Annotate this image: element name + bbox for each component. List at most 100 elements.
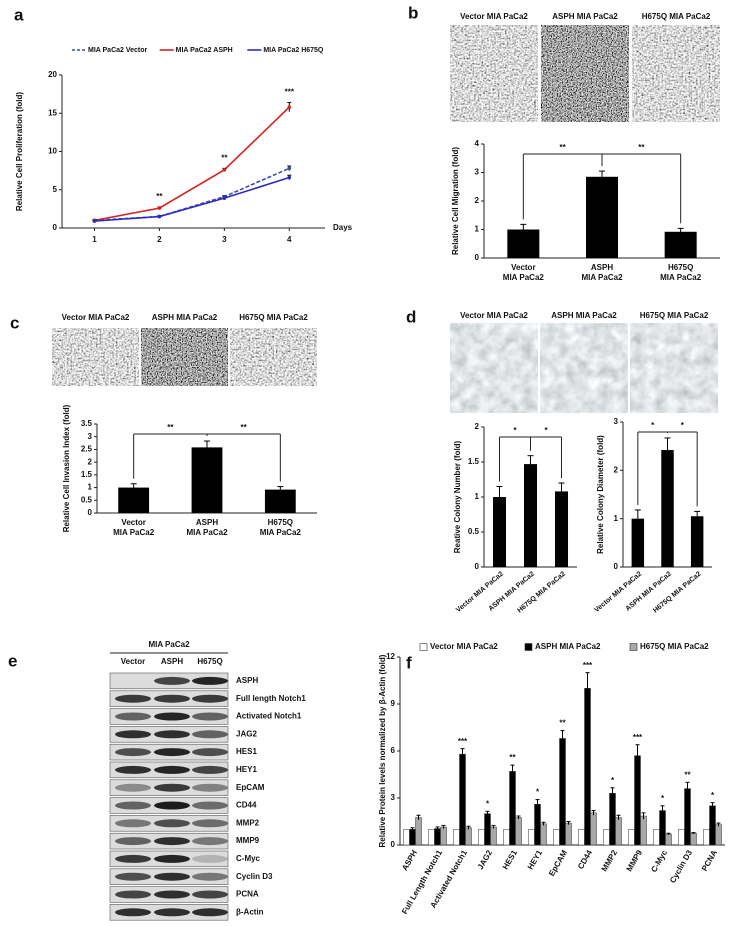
y-tick-label: 1: [475, 225, 480, 234]
bar: [584, 688, 591, 846]
micrograph-label: ASPH MIA PaCa2: [152, 313, 218, 322]
legend-label: H675Q MIA PaCa2: [640, 642, 709, 651]
x-tick-label: ASPH: [591, 263, 613, 272]
blot-row-label: PCNA: [236, 890, 259, 899]
blot-band: [115, 854, 151, 863]
panel-label: b: [408, 3, 418, 22]
y-tick-label: 2: [475, 196, 480, 205]
blot-row-label: β-Actin: [236, 907, 264, 916]
blot-band: [192, 748, 228, 757]
micrograph: [632, 25, 720, 122]
y-tick-label: 4: [475, 139, 480, 148]
x-axis-label: Days: [333, 223, 353, 232]
panel-label: d: [406, 307, 416, 326]
y-tick-label: 1: [88, 483, 93, 492]
y-tick-label: 10: [48, 147, 57, 156]
y-tick-label: 0: [475, 253, 480, 262]
micrograph-label: ASPH MIA PaCa2: [551, 311, 617, 320]
blot-band: [115, 765, 151, 774]
bar: [586, 176, 618, 258]
blot-band: [192, 837, 228, 846]
blot-row-label: Full length Notch1: [236, 694, 306, 703]
series-line: [94, 106, 290, 222]
y-tick-label: 0: [391, 840, 396, 849]
y-tick-label: 3: [391, 793, 396, 802]
blot-band: [154, 748, 190, 757]
x-tick-label: MIA PaCa2: [660, 273, 702, 282]
blot-row-label: CD44: [236, 801, 257, 810]
blot-band: [154, 872, 190, 881]
micrograph: [540, 323, 628, 413]
bar: [523, 464, 538, 567]
y-tick-label: 15: [48, 108, 57, 117]
bar: [484, 813, 491, 846]
blot-row-label: EpCAM: [236, 783, 265, 792]
bar: [578, 829, 585, 846]
blot-band: [115, 694, 151, 703]
bar: [640, 815, 647, 846]
x-tick-label: MIA PaCa2: [186, 528, 228, 537]
y-tick-label: 1.5: [468, 457, 480, 466]
x-tick-label: Cyclin D3: [668, 848, 694, 885]
blot-band: [115, 748, 151, 757]
bar: [678, 829, 685, 846]
panel-label: a: [14, 5, 24, 24]
blot-band: [115, 783, 151, 792]
blot-band: [154, 801, 190, 810]
y-tick-label: 1: [475, 492, 480, 501]
blot-band: [192, 890, 228, 899]
legend-swatch: [524, 643, 533, 651]
micrograph-label: Vector MIA PaCa2: [62, 313, 130, 322]
y-axis-label: Relative Cell Migration (fold): [451, 147, 460, 255]
micrograph: [52, 328, 139, 386]
x-tick-label: MIA PaCa2: [260, 528, 302, 537]
y-tick-label: 6: [391, 746, 396, 755]
series-line: [94, 167, 290, 222]
micrograph-label: Vector MIA PaCa2: [460, 311, 528, 320]
y-tick-label: 3.5: [81, 419, 93, 428]
x-tick-label: MIA PaCa2: [581, 273, 623, 282]
bar: [409, 829, 416, 846]
bar: [490, 826, 497, 846]
y-tick-label: 3: [88, 432, 93, 441]
bar: [690, 516, 704, 567]
x-tick-label: ASPH: [196, 518, 218, 527]
point: [287, 105, 292, 109]
x-tick-label: MMP2: [600, 848, 620, 873]
x-tick-label: 4: [287, 235, 292, 244]
blot-band: [154, 890, 190, 899]
blot-band: [154, 837, 190, 846]
bar: [634, 755, 641, 846]
legend-label: MIA PaCa2 ASPH: [176, 47, 233, 54]
y-axis-label: Reative Colony Number (fold): [453, 440, 462, 553]
bar: [690, 833, 697, 846]
blot-band: [115, 908, 151, 917]
micrograph-label: Vector MIA PaCa2: [460, 12, 528, 21]
micrograph: [630, 323, 718, 413]
blot-band: [192, 908, 228, 917]
bar: [664, 231, 697, 258]
micrograph: [230, 328, 317, 386]
annotation: *: [536, 788, 540, 797]
blot-band: [154, 730, 190, 739]
bar: [553, 829, 560, 846]
blot-row-label: ASPH: [236, 676, 258, 685]
x-tick-label: 1: [92, 235, 97, 244]
blot-band: [154, 908, 190, 917]
bar: [609, 793, 616, 846]
y-tick-label: 0.5: [468, 527, 480, 536]
panel-label: c: [10, 313, 19, 332]
x-tick-label: H675Q: [668, 263, 693, 272]
significance: **: [560, 143, 567, 152]
significance: **: [638, 143, 645, 152]
micrograph-label: ASPH MIA PaCa2: [552, 12, 618, 21]
point: [222, 168, 227, 172]
bar: [653, 829, 660, 846]
x-tick-label: CD44: [576, 848, 594, 871]
x-tick-label: 2: [157, 235, 162, 244]
y-tick-label: 1.5: [81, 470, 93, 479]
blot-band: [192, 801, 228, 810]
blot-band: [192, 872, 228, 881]
blot-row-label: MMP2: [236, 818, 260, 827]
micrograph-label: H675Q MIA PaCa2: [239, 313, 308, 322]
